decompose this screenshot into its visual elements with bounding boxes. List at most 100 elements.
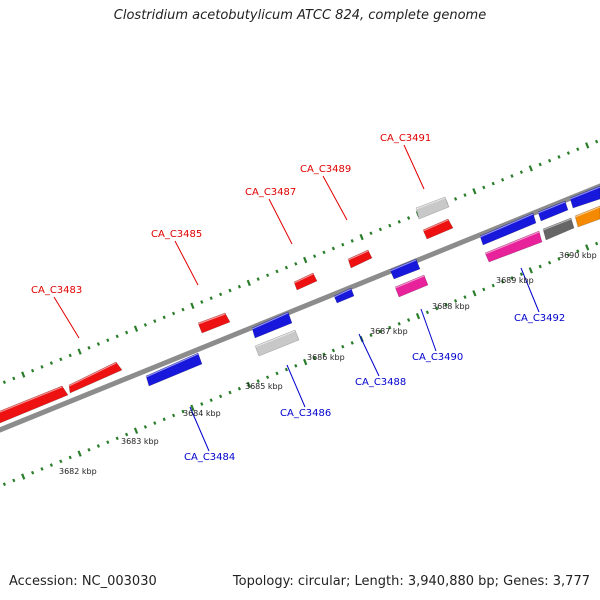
gene-highlight: [569, 186, 600, 200]
gene-feature-9: [251, 311, 293, 339]
gene-highlight: [574, 206, 600, 218]
tick-mark: [153, 319, 157, 323]
tick-mark: [369, 231, 373, 236]
tick-mark: [406, 318, 411, 322]
gene-label-forward: CA_C3483: [31, 285, 82, 296]
gene-label-reverse: CA_C3488: [355, 377, 406, 388]
label-leader-line: [268, 198, 293, 245]
tick-mark: [106, 338, 110, 343]
kbp-label: 3687 kbp: [370, 327, 408, 336]
tick-mark: [444, 302, 448, 307]
gene-feature-11: [333, 287, 355, 304]
tick-mark: [59, 357, 63, 362]
tick-mark: [2, 380, 7, 385]
tick-mark: [77, 450, 82, 457]
tick-track-forward: [2, 139, 599, 385]
tick-mark: [519, 272, 524, 276]
tick-mark: [77, 348, 82, 355]
kbp-label: 3682 kbp: [59, 467, 97, 476]
gene-highlight: [484, 231, 540, 255]
tick-mark: [557, 257, 561, 261]
tick-mark: [87, 447, 91, 452]
gene-highlight: [347, 250, 369, 261]
tick-mark: [482, 287, 486, 292]
tick-mark: [303, 358, 308, 366]
tick-mark: [472, 290, 477, 297]
gene-highlight: [254, 330, 296, 348]
tick-mark: [59, 459, 63, 464]
label-leader-line: [322, 175, 348, 221]
label-leader-line: [174, 240, 199, 286]
tick-mark: [40, 365, 44, 369]
gene-feature-12: [389, 258, 421, 280]
tick-mark: [294, 363, 298, 368]
tick-mark: [510, 174, 514, 178]
gene-highlight: [333, 288, 352, 298]
gene-feature-19: [574, 205, 600, 228]
tick-mark: [415, 312, 421, 320]
gene-feature-7: [415, 196, 450, 220]
tick-mark: [246, 381, 251, 389]
tick-mark: [12, 376, 16, 381]
tick-mark: [200, 402, 204, 406]
kbp-label: 3689 kbp: [496, 276, 534, 285]
tick-mark: [106, 440, 110, 445]
tick-mark: [218, 292, 223, 297]
tick-mark: [87, 345, 91, 350]
tick-mark: [378, 329, 383, 334]
tick-mark: [331, 246, 336, 251]
gene-highlight: [542, 218, 572, 231]
tick-mark: [519, 170, 524, 174]
gene-feature-18: [569, 185, 600, 209]
tick-mark: [594, 241, 599, 246]
tick-mark: [246, 279, 251, 287]
gene-highlight: [394, 275, 425, 289]
tick-mark: [21, 371, 26, 378]
label-leader-line: [189, 406, 210, 452]
tick-mark: [284, 265, 289, 270]
tick-mark: [341, 344, 345, 349]
tick-mark: [209, 296, 213, 301]
tick-mark: [162, 417, 166, 422]
gene-feature-16: [537, 200, 569, 222]
gene-label-forward: CA_C3487: [245, 187, 296, 198]
tick-mark: [209, 398, 213, 403]
tick-mark: [350, 341, 354, 345]
label-leader-line: [520, 267, 540, 313]
tick-mark: [585, 244, 590, 251]
tick-mark: [538, 162, 542, 167]
tick-mark: [472, 188, 477, 195]
gene-feature-5: [347, 249, 373, 269]
tick-mark: [40, 467, 44, 471]
gene-label-reverse: CA_C3492: [514, 313, 565, 324]
tick-mark: [322, 250, 326, 255]
gene-feature-13: [394, 274, 429, 298]
label-leader-line: [358, 333, 380, 377]
tick-mark: [576, 249, 580, 254]
tick-mark: [124, 432, 129, 437]
tick-mark: [124, 330, 129, 335]
tick-mark: [96, 342, 101, 346]
gene-feature-4: [293, 272, 318, 291]
tick-mark: [500, 279, 505, 284]
tick-mark: [143, 323, 148, 327]
tick-mark: [576, 147, 580, 152]
tick-mark: [388, 223, 392, 228]
tick-mark: [378, 227, 383, 232]
tick-mark: [491, 181, 495, 186]
tick-mark: [218, 394, 223, 399]
tick-mark: [171, 311, 176, 316]
kbp-label: 3686 kbp: [307, 353, 345, 362]
gene-highlight: [251, 312, 289, 330]
kbp-label: 3685 kbp: [245, 382, 283, 391]
kbp-label: 3688 kbp: [432, 302, 470, 311]
tick-mark: [30, 368, 35, 373]
tick-mark: [2, 482, 7, 487]
tick-mark: [49, 361, 54, 365]
accession-label: Accession: NC_003030: [9, 574, 157, 589]
tick-mark: [181, 307, 185, 312]
label-leader-line: [286, 364, 306, 408]
tick-mark: [566, 151, 571, 155]
tick-mark: [312, 356, 317, 361]
tick-mark: [237, 284, 242, 289]
